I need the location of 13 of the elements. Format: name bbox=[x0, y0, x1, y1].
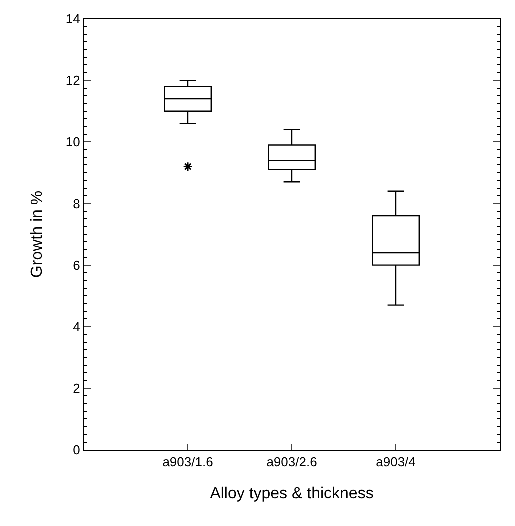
y-tick-label: 12 bbox=[66, 73, 80, 88]
y-tick-label: 8 bbox=[73, 196, 80, 212]
y-axis-title: Growth in % bbox=[29, 190, 46, 278]
y-tick-label: 10 bbox=[66, 134, 80, 150]
y-tick-label: 2 bbox=[73, 380, 80, 396]
x-tick-label: a903/1.6 bbox=[162, 454, 214, 470]
y-tick-label: 14 bbox=[66, 12, 80, 27]
x-tick-label: a903/4 bbox=[376, 454, 416, 470]
y-tick-label: 4 bbox=[73, 319, 80, 334]
x-tick-label: a903/2.6 bbox=[266, 454, 318, 470]
y-tick-label: 6 bbox=[73, 258, 80, 273]
y-tick-label: 0 bbox=[73, 442, 80, 458]
x-axis-title: Alloy types & thickness bbox=[210, 485, 374, 502]
